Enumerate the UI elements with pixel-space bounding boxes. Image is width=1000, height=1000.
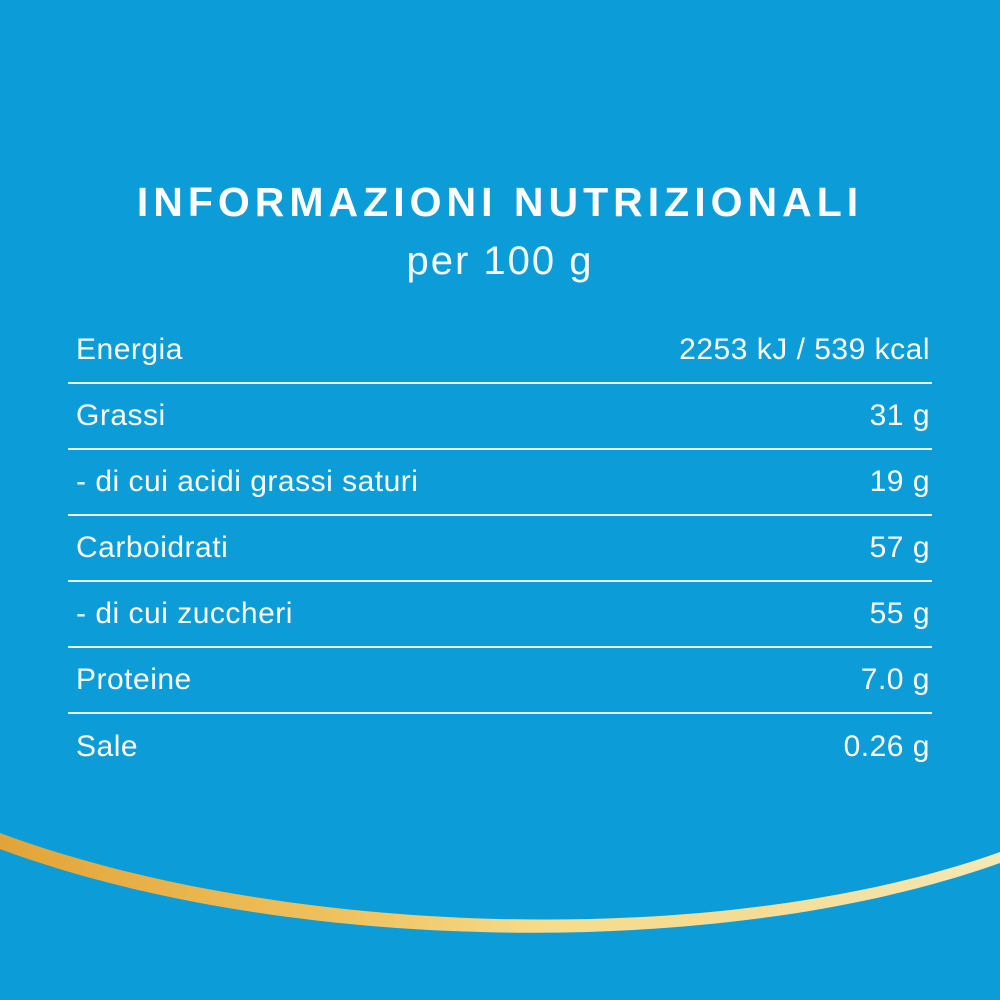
- row-value: 0.26 g: [843, 730, 930, 764]
- row-label: - di cui zuccheri: [76, 597, 293, 631]
- nutrition-table: Energia 2253 kJ / 539 kcal Grassi 31 g -…: [68, 318, 932, 780]
- row-value: 57 g: [869, 531, 930, 565]
- nutrition-panel: INFORMAZIONI NUTRIZIONALI per 100 g Ener…: [68, 179, 932, 780]
- row-value: 7.0 g: [860, 663, 930, 697]
- row-value: 19 g: [869, 465, 930, 499]
- row-label: Carboidrati: [76, 531, 229, 565]
- table-row-sale: Sale 0.26 g: [68, 714, 932, 780]
- panel-title: INFORMAZIONI NUTRIZIONALI: [136, 179, 864, 225]
- table-row-grassi-saturi: - di cui acidi grassi saturi 19 g: [68, 450, 932, 517]
- row-value: 2253 kJ / 539 kcal: [679, 333, 930, 367]
- table-row-carboidrati: Carboidrati 57 g: [68, 516, 932, 583]
- row-label: Sale: [76, 730, 139, 764]
- row-label: Proteine: [76, 663, 192, 697]
- row-value: 55 g: [869, 597, 930, 631]
- row-label: Energia: [76, 333, 183, 367]
- table-row-zuccheri: - di cui zuccheri 55 g: [68, 582, 932, 649]
- row-label: - di cui acidi grassi saturi: [76, 465, 419, 499]
- row-value: 31 g: [869, 399, 930, 433]
- table-row-grassi: Grassi 31 g: [68, 384, 932, 451]
- gold-swoosh-path: [0, 833, 1000, 933]
- panel-subtitle: per 100 g: [406, 239, 594, 284]
- table-row-proteine: Proteine 7.0 g: [68, 648, 932, 715]
- row-label: Grassi: [76, 399, 166, 433]
- table-row-energia: Energia 2253 kJ / 539 kcal: [68, 318, 932, 385]
